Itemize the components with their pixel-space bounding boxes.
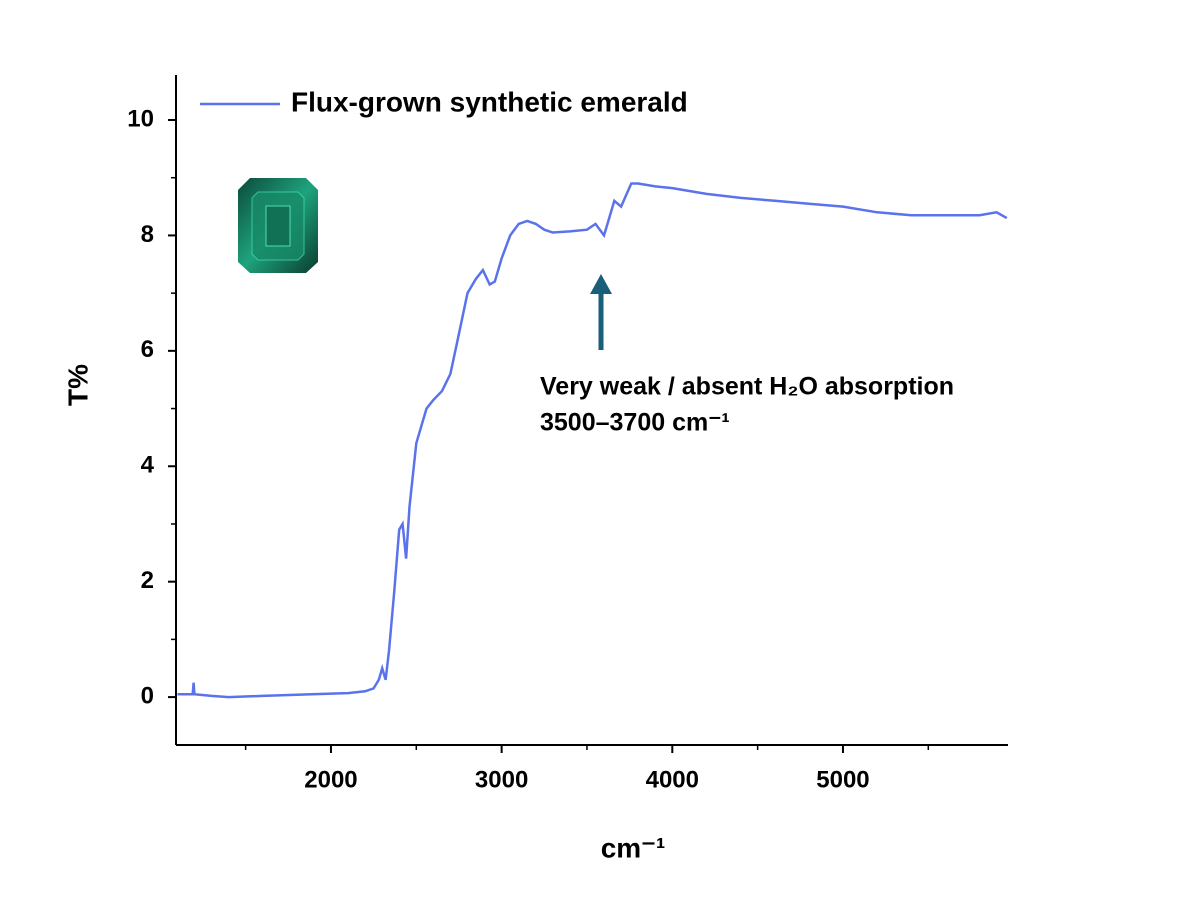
y-tick-label: 10 [127,105,154,132]
emerald-icon [238,178,318,273]
arrow [590,274,612,350]
x-tick-label: 3000 [475,766,528,793]
annotation: 3500–3700 cm⁻¹ [540,409,730,437]
y-tick-label: 2 [141,567,154,594]
x-tick-label: 4000 [646,766,699,793]
annotation: Very weak / absent H₂O absorption [540,373,954,401]
y-axis-label: T% [62,364,93,406]
y-tick-label: 4 [141,452,155,479]
legend-label: Flux-grown synthetic emerald [291,86,688,117]
y-tick-label: 6 [141,336,154,363]
x-tick-label: 2000 [304,766,357,793]
x-tick-label: 5000 [816,766,869,793]
y-tick-label: 0 [141,682,154,709]
x-axis-label: cm⁻¹ [601,832,666,863]
series-line [177,182,1008,699]
y-tick-label: 8 [141,221,154,248]
